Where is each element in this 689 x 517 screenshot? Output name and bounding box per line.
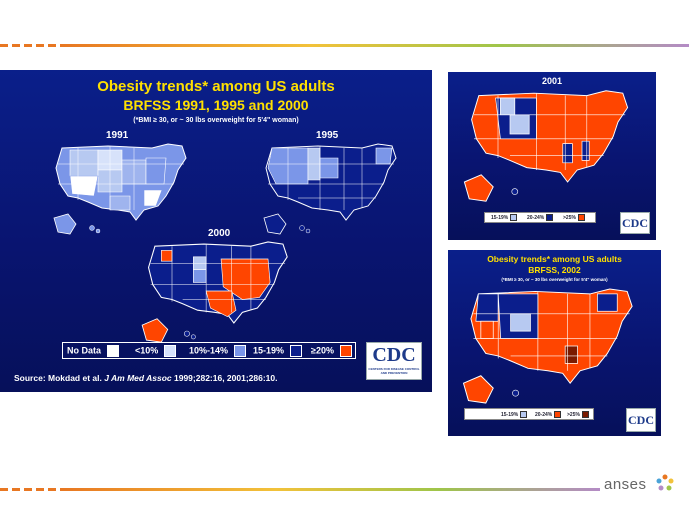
legend-item-10-14: 10%-14% [189, 345, 247, 357]
year-label-2001: 2001 [541, 76, 563, 86]
legend-2002-15-19: 15-19% [501, 411, 528, 418]
note-2002: (*BMI ≥ 30, or ~ 30 lbs overweight for 5… [501, 277, 608, 282]
legend-item-15-19: 15-19% [253, 345, 303, 357]
main-title: Obesity trends* among US adults [97, 78, 335, 95]
legend-2001-15-19: 15-19% [491, 214, 518, 221]
cdc-logo-2002: CDC [626, 408, 656, 432]
anses-logo-mark-icon [656, 474, 674, 491]
us-map-2001 [463, 90, 629, 202]
map-label-1991: 1991 [106, 130, 129, 141]
panel-2002: Obesity trends* among US adults BRFSS, 2… [448, 250, 661, 436]
main-note: (*BMI ≥ 30, or ~ 30 lbs overweight for 5… [133, 117, 299, 124]
subtitle-2002: BRFSS, 2002 [528, 265, 581, 275]
cdc-logo: CDC CENTERS FOR DISEASE CONTROL AND PREV… [366, 342, 422, 380]
cdc-logo-2001: CDC [620, 212, 650, 234]
panel-2001: 2001 15-19% 20-24% >25% CDC [448, 72, 656, 240]
legend-2002: 15-19% 20-24% >25% [464, 408, 594, 420]
legend-2002-gt25: >25% [567, 411, 589, 418]
main-legend: No Data <10% 10%-14% 15-19% ≥20% [62, 342, 356, 359]
legend-item-ge20: ≥20% [311, 345, 352, 357]
us-map-2002 [462, 288, 633, 404]
legend-item-no-data: No Data [67, 345, 120, 357]
legend-2001-20-24: 20-24% [527, 214, 554, 221]
map-label-2000: 2000 [208, 228, 231, 239]
anses-logo: anses [604, 474, 674, 496]
legend-2001: 15-19% 20-24% >25% [484, 212, 596, 223]
us-map-1995 [263, 143, 397, 235]
source-citation: Source: Mokdad et al. J Am Med Assoc 199… [14, 373, 278, 383]
us-map-2000 [141, 241, 288, 343]
us-map-1991 [53, 143, 187, 235]
legend-2002-20-24: 20-24% [535, 411, 562, 418]
legend-2001-gt25: >25% [563, 214, 585, 221]
title-2002: Obesity trends* among US adults [487, 254, 622, 264]
main-subtitle: BRFSS 1991, 1995 and 2000 [123, 97, 309, 113]
main-panel: Obesity trends* among US adults BRFSS 19… [0, 70, 432, 392]
legend-item-lt10: <10% [135, 345, 177, 357]
map-label-1995: 1995 [316, 130, 339, 141]
